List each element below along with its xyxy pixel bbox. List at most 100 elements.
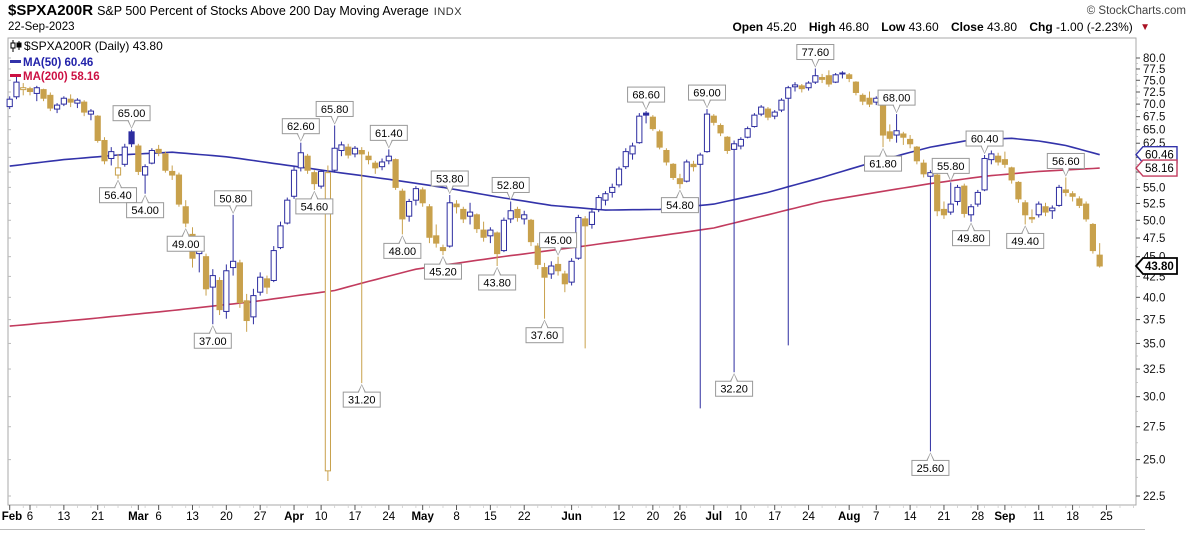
svg-text:Mar: Mar bbox=[128, 511, 149, 523]
svg-text:37.60: 37.60 bbox=[531, 330, 559, 342]
svg-text:27.5: 27.5 bbox=[1143, 422, 1165, 434]
svg-text:14: 14 bbox=[904, 511, 917, 523]
open-label: Open bbox=[732, 20, 764, 34]
svg-text:72.5: 72.5 bbox=[1143, 87, 1165, 99]
svg-text:50.80: 50.80 bbox=[219, 193, 247, 205]
svg-text:43.80: 43.80 bbox=[1145, 261, 1174, 273]
legend-ma50-row[interactable]: MA(50) 60.46 bbox=[10, 56, 163, 71]
svg-text:25.60: 25.60 bbox=[917, 463, 945, 475]
svg-text:75.0: 75.0 bbox=[1143, 75, 1165, 87]
chg-label: Chg bbox=[1029, 20, 1053, 34]
svg-text:Aug: Aug bbox=[838, 511, 860, 523]
svg-text:69.00: 69.00 bbox=[693, 88, 721, 100]
svg-text:58.16: 58.16 bbox=[1145, 163, 1174, 175]
axis-marker-last-price: 43.80 bbox=[1134, 257, 1178, 275]
axis-marker-ma50: 60.46 bbox=[1135, 145, 1178, 164]
svg-text:15: 15 bbox=[484, 511, 497, 523]
y-axis-ticks: 80.077.575.072.570.067.565.062.560.057.5… bbox=[8, 53, 1165, 503]
svg-text:10: 10 bbox=[315, 511, 328, 523]
svg-text:Apr: Apr bbox=[284, 511, 304, 523]
svg-text:28: 28 bbox=[971, 511, 984, 523]
close-label: Close bbox=[950, 20, 984, 34]
svg-text:22: 22 bbox=[518, 511, 531, 523]
svg-text:77.60: 77.60 bbox=[802, 47, 830, 59]
svg-text:70.0: 70.0 bbox=[1143, 99, 1165, 111]
chg-down-arrow-icon: ▼ bbox=[1140, 22, 1150, 33]
svg-text:37.00: 37.00 bbox=[199, 336, 227, 348]
svg-text:12: 12 bbox=[613, 511, 626, 523]
svg-text:11: 11 bbox=[1033, 511, 1045, 523]
svg-text:65.0: 65.0 bbox=[1143, 125, 1165, 137]
svg-text:22.5: 22.5 bbox=[1143, 491, 1165, 503]
svg-text:Sep: Sep bbox=[994, 511, 1015, 523]
symbol-label: $SPXA200R bbox=[8, 2, 94, 19]
svg-text:62.60: 62.60 bbox=[287, 121, 315, 133]
svg-text:65.80: 65.80 bbox=[321, 104, 349, 116]
svg-text:47.5: 47.5 bbox=[1143, 233, 1165, 245]
ma200-line bbox=[9, 167, 1100, 327]
svg-text:53.80: 53.80 bbox=[436, 173, 464, 185]
svg-text:49.80: 49.80 bbox=[957, 233, 985, 245]
svg-text:65.00: 65.00 bbox=[118, 108, 146, 120]
svg-text:27: 27 bbox=[254, 511, 267, 523]
chart-date: 22-Sep-2023 bbox=[8, 21, 75, 33]
svg-text:52.5: 52.5 bbox=[1143, 198, 1165, 210]
svg-text:18: 18 bbox=[1066, 511, 1079, 523]
svg-text:43.80: 43.80 bbox=[483, 277, 511, 289]
svg-text:80.0: 80.0 bbox=[1143, 53, 1165, 65]
annotations-layer: 56.40 65.00 54.00 49.00 37.00 50.80 62.60 54.60… bbox=[99, 44, 1085, 476]
legend-ma200-label: MA(200) 58.16 bbox=[23, 71, 100, 83]
svg-text:61.80: 61.80 bbox=[869, 159, 897, 171]
svg-text:Jul: Jul bbox=[705, 511, 722, 523]
legend-ma200-row[interactable]: MA(200) 58.16 bbox=[10, 70, 163, 85]
low-value: 43.60 bbox=[908, 20, 939, 34]
svg-text:6: 6 bbox=[155, 511, 161, 523]
svg-text:Feb: Feb bbox=[2, 511, 22, 523]
x-axis-ticks: Feb 6 13 21 Mar 6 13 20 27 Apr 10 17 24 May 8 15 22 Jun 12… bbox=[2, 505, 1134, 523]
high-value: 46.80 bbox=[838, 20, 869, 34]
svg-text:67.5: 67.5 bbox=[1143, 112, 1165, 124]
copyright-label: © StockCharts.com bbox=[1086, 5, 1186, 17]
svg-text:49.40: 49.40 bbox=[1011, 236, 1039, 248]
svg-text:61.40: 61.40 bbox=[375, 128, 403, 140]
svg-text:13: 13 bbox=[57, 511, 70, 523]
svg-text:7: 7 bbox=[873, 511, 879, 523]
svg-text:56.40: 56.40 bbox=[104, 190, 132, 202]
svg-text:10: 10 bbox=[734, 511, 747, 523]
legend-series-row[interactable]: $SPXA200R (Daily) 43.80 bbox=[10, 39, 163, 56]
ma50-line-swatch bbox=[10, 59, 21, 63]
svg-text:60.40: 60.40 bbox=[971, 134, 999, 146]
plot-border bbox=[0, 37, 1145, 530]
svg-text:24: 24 bbox=[802, 511, 815, 523]
svg-text:55.80: 55.80 bbox=[937, 161, 965, 173]
svg-text:32.20: 32.20 bbox=[720, 384, 748, 396]
ma200-line-swatch bbox=[10, 74, 21, 77]
svg-text:49.00: 49.00 bbox=[172, 239, 200, 251]
open-value: 45.20 bbox=[766, 20, 797, 34]
svg-text:56.60: 56.60 bbox=[1052, 156, 1080, 168]
svg-text:37.5: 37.5 bbox=[1143, 315, 1165, 327]
chart-legend: $SPXA200R (Daily) 43.80 MA(50) 60.46 MA(… bbox=[10, 39, 163, 85]
svg-text:45.00: 45.00 bbox=[544, 235, 572, 247]
svg-text:20: 20 bbox=[220, 511, 233, 523]
chart-title: S&P 500 Percent of Stocks Above 200 Day … bbox=[97, 4, 429, 18]
svg-text:30.0: 30.0 bbox=[1143, 392, 1165, 404]
svg-text:25.0: 25.0 bbox=[1143, 455, 1165, 467]
svg-text:32.5: 32.5 bbox=[1143, 364, 1165, 376]
svg-text:25: 25 bbox=[1100, 511, 1113, 523]
high-label: High bbox=[808, 20, 836, 34]
svg-text:68.60: 68.60 bbox=[632, 90, 660, 102]
exchange-label: INDX bbox=[433, 6, 463, 18]
svg-text:17: 17 bbox=[768, 511, 781, 523]
axis-marker-ma200: 58.16 bbox=[1135, 159, 1178, 177]
svg-text:24: 24 bbox=[382, 511, 395, 523]
svg-text:13: 13 bbox=[186, 511, 199, 523]
svg-text:55.0: 55.0 bbox=[1143, 182, 1165, 194]
svg-text:35.0: 35.0 bbox=[1143, 338, 1165, 350]
candlestick-icon bbox=[10, 40, 22, 56]
svg-text:20: 20 bbox=[646, 511, 659, 523]
svg-text:54.60: 54.60 bbox=[301, 201, 329, 213]
svg-text:54.00: 54.00 bbox=[131, 205, 159, 217]
